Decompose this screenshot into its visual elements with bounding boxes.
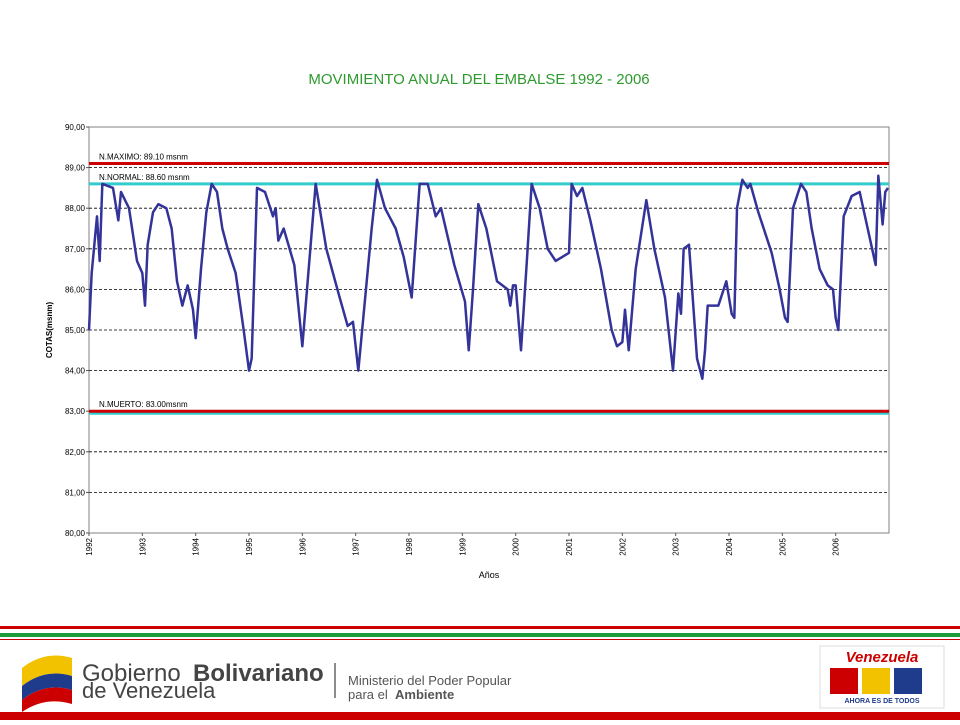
chart-title: MOVIMIENTO ANUAL DEL EMBALSE 1992 - 2006 (308, 71, 649, 88)
gov-word2: Bolivariano (193, 660, 324, 687)
plot: 80,00 81,00 82,00 83,00 84,00 85,00 86,00 87,00… (65, 123, 889, 556)
x-tick-label: 2000 (512, 537, 521, 555)
reference-label: N.NORMAL: 88.60 msnm (99, 173, 190, 182)
y-tick-label: 85,00 (65, 326, 86, 335)
data-line (87, 174, 889, 380)
x-tick-label: 1997 (352, 537, 361, 555)
y-tick-label: 87,00 (65, 245, 86, 254)
y-tick-label: 81,00 (65, 488, 86, 497)
brand: Venezuela (846, 649, 919, 666)
y-tick-label: 86,00 (65, 285, 86, 294)
y-tick-label: 82,00 (65, 448, 86, 457)
flag-logo (22, 655, 72, 712)
x-tick-label: 2001 (565, 537, 574, 555)
y-tick-label: 88,00 (65, 204, 86, 213)
y-tick-label: 89,00 (65, 164, 86, 173)
reference-label: N.MAXIMO: 89.10 msnm (99, 153, 188, 162)
stripe-red (0, 626, 960, 629)
stripe-green (0, 633, 960, 637)
brand-icon-3 (894, 668, 922, 694)
x-tick-label: 1996 (298, 537, 307, 555)
y-tick-label: 84,00 (65, 367, 86, 376)
reference-label: N.MUERTO: 83.00msnm (99, 400, 188, 409)
stripe-thin (0, 639, 960, 640)
gov-word1: Gobierno (82, 660, 181, 687)
x-tick-label: 1992 (85, 537, 94, 555)
stripe-bottom (0, 712, 960, 720)
x-tick-label: 1993 (138, 537, 147, 555)
x-tick-label: 2006 (832, 537, 841, 555)
gov-line2: de Venezuela (82, 678, 216, 703)
x-tick-label: 2002 (618, 537, 627, 555)
x-tick-label: 1998 (405, 537, 414, 555)
y-tick-label: 90,00 (65, 123, 86, 132)
y-tick-label: 83,00 (65, 407, 86, 416)
x-tick-label: 2005 (778, 537, 787, 555)
x-tick-label: 2004 (725, 537, 734, 555)
x-tick-label: 1999 (458, 537, 467, 555)
footer: Gobierno Bolivariano de Venezuela Minist… (0, 626, 960, 720)
slogan: AHORA ES DE TODOS (844, 698, 919, 705)
brand-icon-1 (830, 668, 858, 694)
x-tick-label: 1994 (192, 537, 201, 555)
x-tick-label: 1995 (245, 537, 254, 555)
y-tick-label: 80,00 (65, 529, 86, 538)
ministry-line2a: para el (348, 687, 388, 702)
ministry-line1: Ministerio del Poder Popular (348, 673, 512, 688)
y-axis-label: COTAS(msnm) (45, 302, 54, 359)
ministry-line2b: Ambiente (395, 687, 454, 702)
x-tick-label: 2003 (672, 537, 681, 555)
brand-icon-2 (862, 668, 890, 694)
x-axis-label: Años (479, 570, 500, 580)
